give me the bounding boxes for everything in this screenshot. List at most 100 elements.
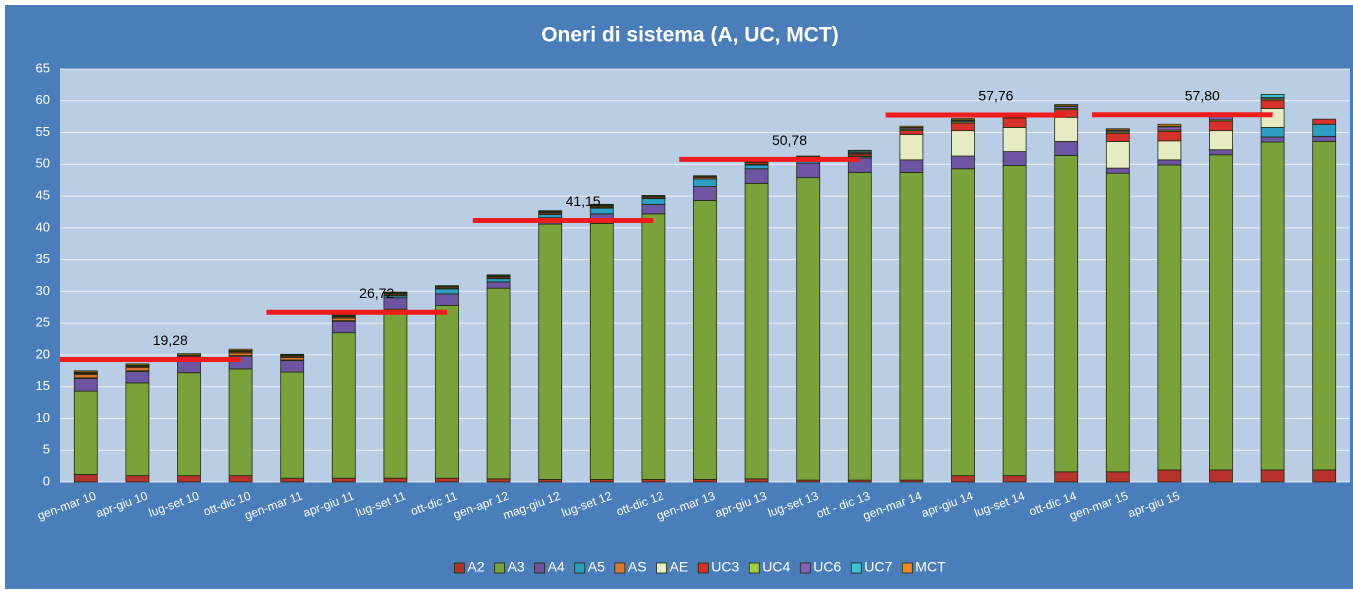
bar-segment bbox=[73, 390, 98, 475]
bar-segment bbox=[1002, 117, 1027, 128]
bar-segment bbox=[280, 353, 305, 356]
average-label: 57,80 bbox=[1185, 87, 1220, 103]
bar-segment bbox=[125, 475, 150, 483]
y-tick-label: 0 bbox=[43, 473, 50, 488]
bar-segment bbox=[1157, 126, 1182, 131]
legend: A2 A3 A4 A5 AS AE UC3 UC4 UC6 UC7 MCT bbox=[453, 559, 946, 575]
bar-segment bbox=[847, 172, 872, 481]
bar-segment bbox=[951, 130, 975, 157]
bar-segment bbox=[1002, 151, 1027, 166]
legend-swatch bbox=[799, 562, 811, 574]
bar-segment bbox=[280, 477, 305, 483]
bar-segment bbox=[951, 122, 975, 132]
average-label: 19,28 bbox=[153, 332, 188, 348]
y-tick-label: 50 bbox=[36, 156, 50, 171]
legend-swatch bbox=[534, 562, 546, 574]
bar-segment bbox=[383, 308, 408, 479]
chart-title: Oneri di sistema (A, UC, MCT) bbox=[541, 24, 839, 47]
bar-segment bbox=[1105, 471, 1130, 483]
legend-label: A4 bbox=[548, 559, 565, 575]
bar-segment bbox=[1002, 127, 1027, 152]
bar-segment bbox=[538, 214, 563, 219]
bar-segment bbox=[125, 382, 150, 477]
bar-segment bbox=[641, 203, 666, 215]
legend-label: A5 bbox=[588, 559, 605, 575]
bar-segment bbox=[280, 371, 305, 479]
bar-segment bbox=[486, 274, 511, 276]
bar-segment bbox=[951, 155, 975, 170]
average-label: 50,78 bbox=[772, 132, 807, 148]
bar-segment bbox=[951, 118, 975, 121]
bar-segment bbox=[951, 168, 975, 477]
bar-segment bbox=[486, 287, 511, 480]
bar-segment bbox=[125, 371, 150, 384]
y-tick-label: 20 bbox=[36, 346, 50, 361]
bar-segment bbox=[1002, 165, 1027, 477]
bar-segment bbox=[899, 134, 924, 161]
bar-segment bbox=[693, 200, 717, 480]
bar-segment bbox=[331, 477, 356, 483]
legend-label: AS bbox=[628, 559, 647, 575]
legend-label: UC4 bbox=[762, 559, 790, 575]
bar-segment bbox=[1260, 469, 1285, 483]
bar-segment bbox=[641, 198, 666, 205]
legend-swatch bbox=[901, 562, 913, 574]
bar-segment bbox=[435, 288, 459, 295]
bar-segment bbox=[899, 125, 924, 128]
bar-segment bbox=[1105, 172, 1130, 473]
bar-segment bbox=[1105, 132, 1130, 142]
bar-segment bbox=[1260, 127, 1285, 138]
bar-segment bbox=[1054, 141, 1079, 156]
bar-segment bbox=[1157, 159, 1182, 166]
bar-segment bbox=[796, 162, 821, 179]
bar-segment bbox=[125, 363, 150, 366]
y-tick-label: 15 bbox=[36, 378, 50, 393]
legend-label: UC7 bbox=[864, 559, 892, 575]
bar-segment bbox=[1157, 164, 1182, 471]
legend-label: UC6 bbox=[813, 559, 841, 575]
bar-segment bbox=[1312, 135, 1337, 142]
bar-segment bbox=[1054, 155, 1079, 473]
bar-segment bbox=[177, 475, 201, 483]
legend-swatch bbox=[494, 562, 505, 574]
bar-segment bbox=[1157, 469, 1182, 483]
legend-label: MCT bbox=[915, 559, 946, 575]
bar-segment bbox=[796, 155, 821, 158]
bar-segment bbox=[1054, 116, 1079, 142]
bar-segment bbox=[177, 353, 201, 356]
bar-segment bbox=[744, 164, 769, 170]
bar-segment bbox=[744, 161, 769, 163]
bar-segment bbox=[228, 475, 253, 483]
legend-swatch bbox=[850, 562, 862, 574]
bar-segment bbox=[744, 168, 769, 184]
y-tick-label: 65 bbox=[36, 60, 50, 75]
bar-segment bbox=[383, 291, 408, 294]
bar-segment bbox=[1312, 141, 1337, 471]
bar-segment bbox=[435, 293, 459, 306]
bar-segment bbox=[1260, 94, 1285, 98]
bar-segment bbox=[73, 374, 98, 379]
bar-segment bbox=[1209, 154, 1233, 471]
y-tick-label: 5 bbox=[43, 442, 50, 457]
legend-swatch bbox=[574, 562, 586, 574]
y-tick-label: 60 bbox=[36, 92, 50, 107]
y-tick-label: 45 bbox=[36, 188, 50, 203]
bar-segment bbox=[538, 210, 563, 212]
bar-segment bbox=[899, 159, 924, 173]
legend-swatch bbox=[614, 562, 626, 574]
bar-segment bbox=[228, 348, 253, 351]
bar-segment bbox=[73, 378, 98, 392]
bar-segment bbox=[693, 186, 717, 201]
bar-segment bbox=[693, 178, 717, 187]
bar-segment bbox=[1105, 141, 1130, 169]
bar-segment bbox=[1054, 104, 1079, 107]
bar-segment bbox=[847, 149, 872, 152]
bar-segment bbox=[331, 314, 356, 316]
legend-label: AE bbox=[670, 559, 689, 575]
bar-segment bbox=[1260, 99, 1285, 109]
bar-segment bbox=[383, 477, 408, 483]
bar-segment bbox=[435, 285, 459, 287]
bar-segment bbox=[538, 223, 563, 480]
bar-segment bbox=[125, 367, 150, 372]
bar-segment bbox=[744, 182, 769, 480]
